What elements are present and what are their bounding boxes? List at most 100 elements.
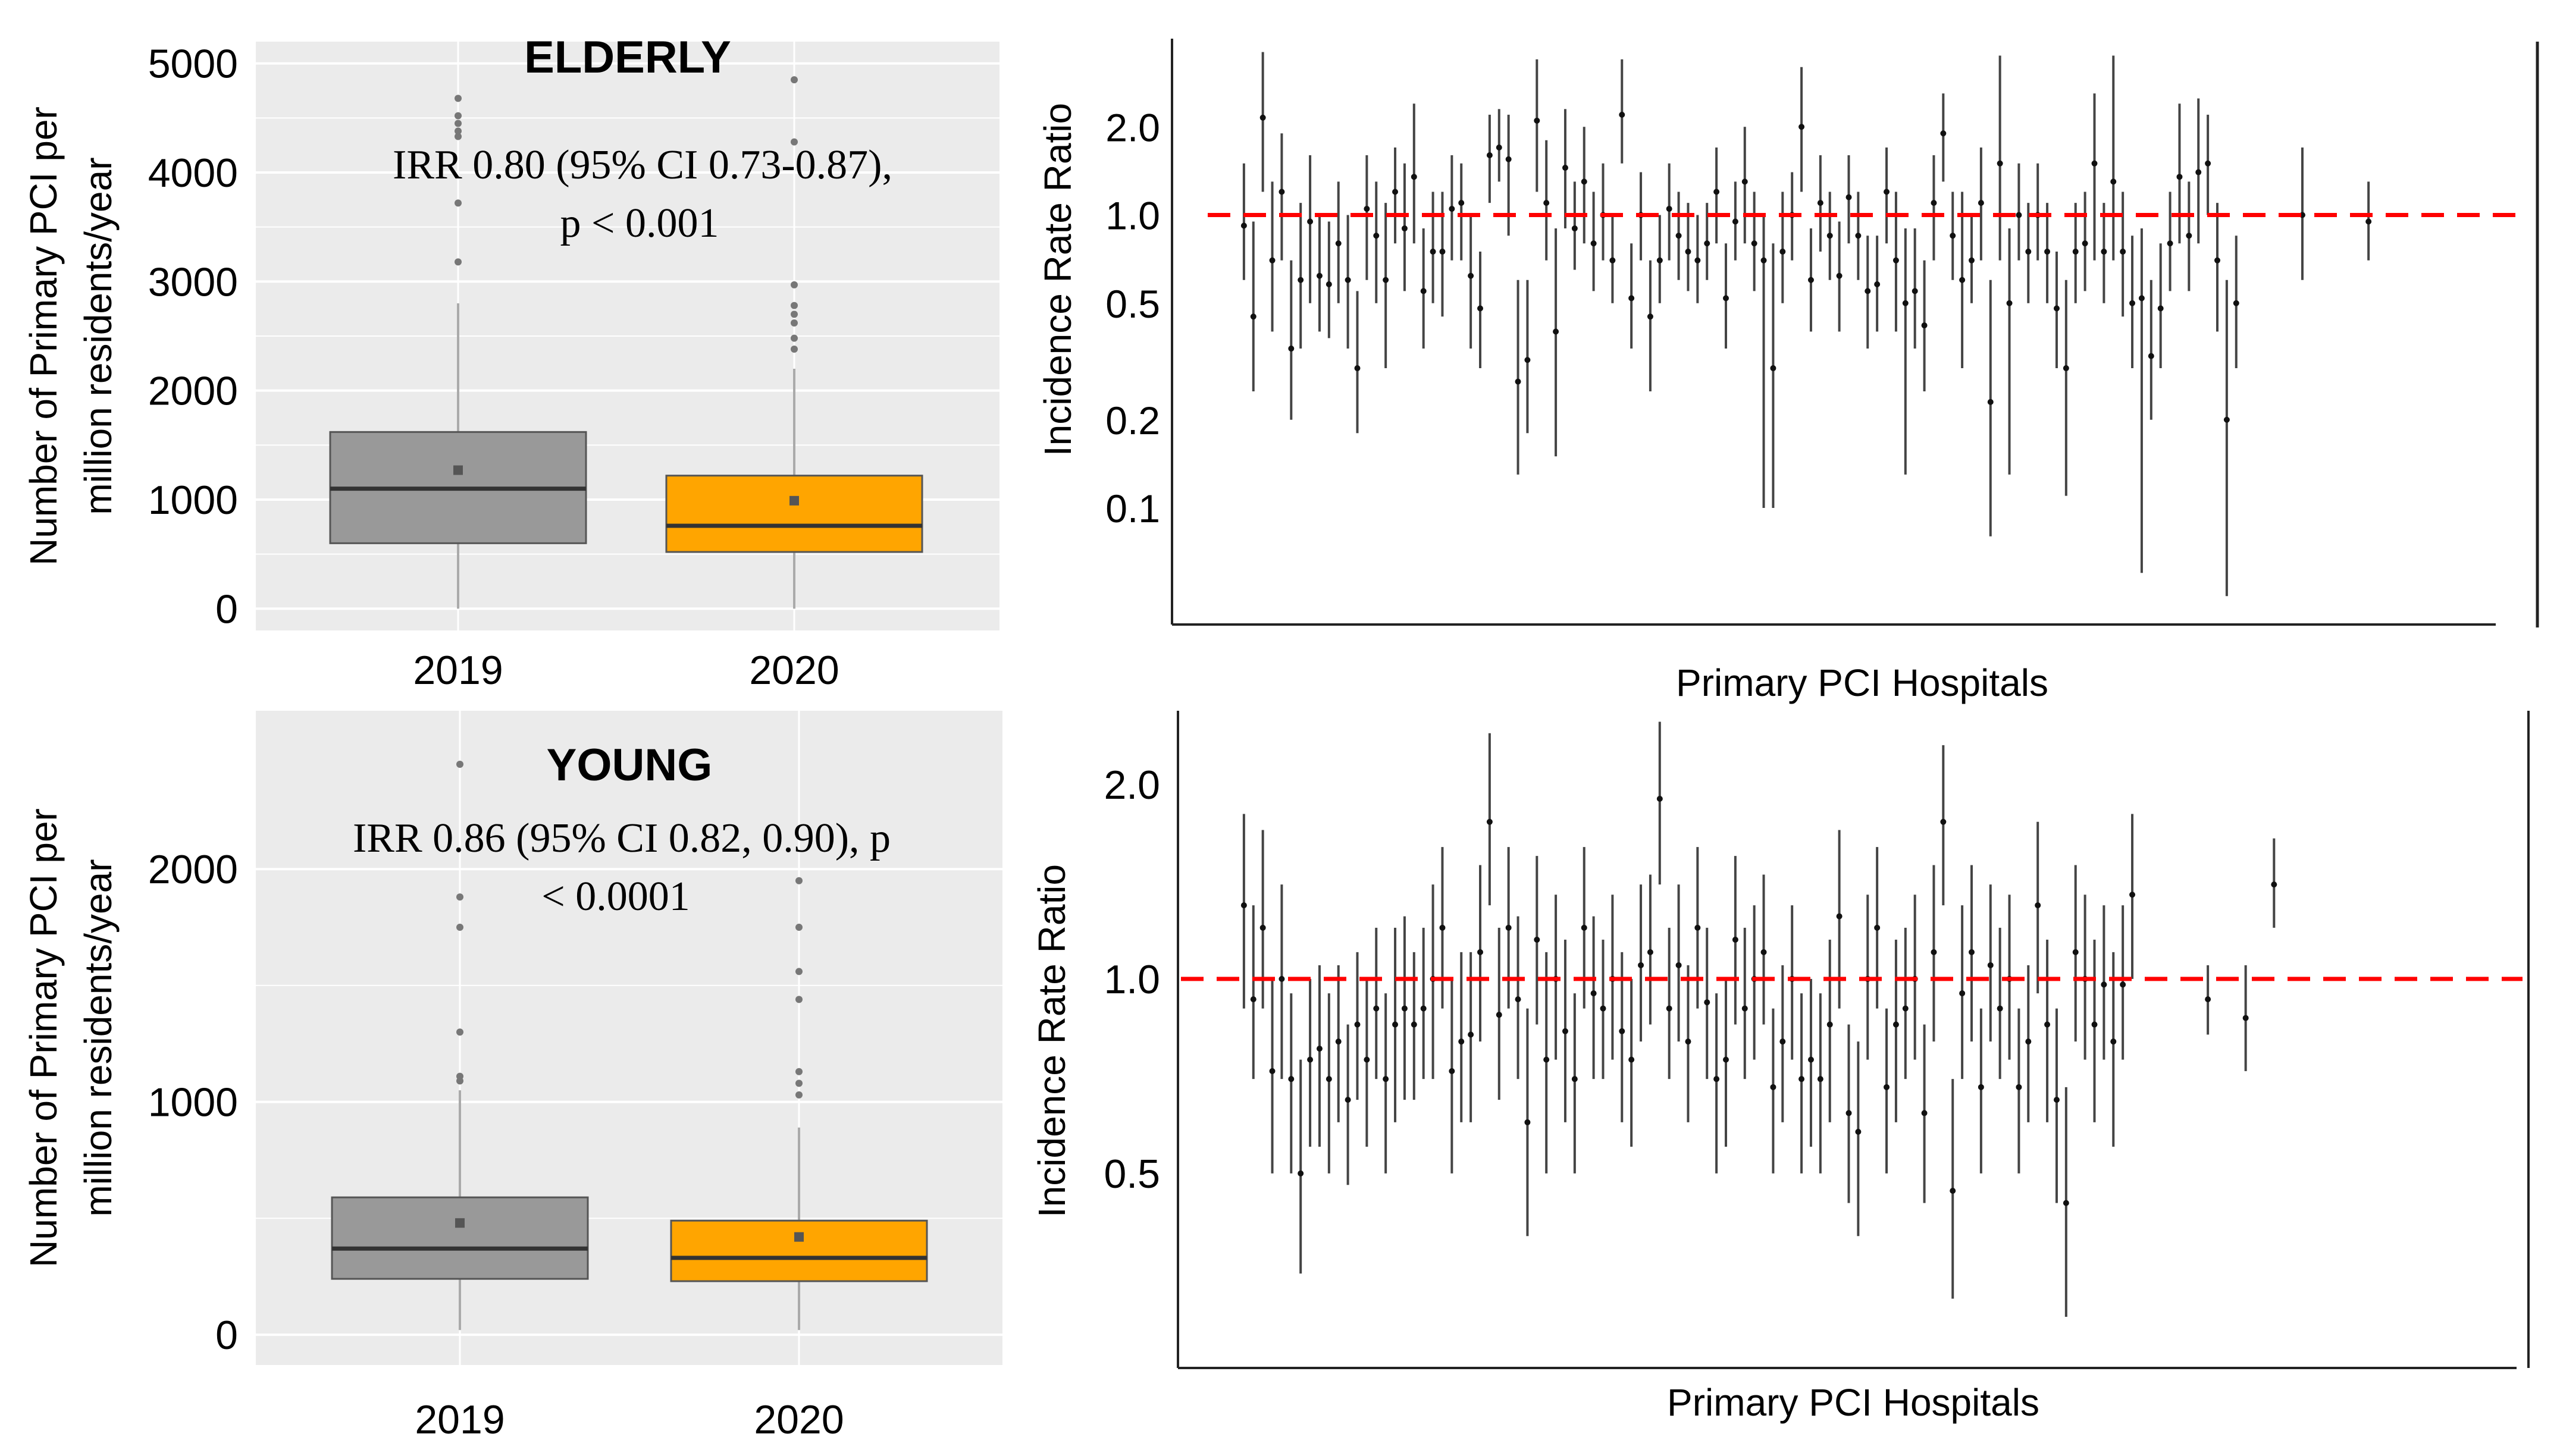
elderly-forest-point — [1619, 111, 1625, 118]
elderly-box-2020-outlier — [791, 302, 798, 309]
elderly-forest-point — [1912, 288, 1918, 294]
young-forest-point — [2110, 1038, 2117, 1045]
elderly-forest-point — [1675, 233, 1682, 239]
young-forest-point — [1298, 1170, 1304, 1176]
young-forest-point — [1259, 924, 1266, 931]
young-box-x-tick-label: 2019 — [415, 1397, 505, 1442]
young-forest-point — [1250, 996, 1257, 1003]
elderly-forest-point — [1770, 365, 1776, 372]
young-forest-point — [1855, 1128, 1862, 1135]
young-box-marks — [331, 761, 928, 1331]
young-box-2020-outlier — [795, 877, 803, 884]
young-forest-point — [1392, 1021, 1399, 1028]
elderly-box-x-tick-labels: 2019 2020 — [413, 648, 839, 693]
elderly-forest-point — [1997, 160, 2003, 167]
elderly-forest-point — [2167, 240, 2173, 247]
young-forest-point — [1817, 1076, 1823, 1082]
young-forest-point — [1458, 1038, 1465, 1045]
young-forest-point — [2044, 1021, 2051, 1028]
young-forest-point — [1420, 1005, 1427, 1012]
young-box-2019-outlier — [456, 1072, 463, 1080]
elderly-box-y-tick-label: 2000 — [148, 369, 238, 414]
young-forest-point — [1732, 936, 1738, 943]
elderly-forest-point — [1543, 200, 1550, 206]
young-box-title: YOUNG — [547, 740, 713, 790]
young-forest-point — [1354, 1021, 1361, 1028]
elderly-forest-point — [2223, 416, 2230, 423]
elderly-forest-point — [1420, 288, 1427, 294]
elderly-forest-point — [1656, 257, 1663, 263]
elderly-box-2020-iqr — [665, 475, 923, 553]
elderly-forest-point — [1373, 233, 1380, 239]
elderly-forest-point — [1335, 240, 1342, 247]
young-box-2019-outlier — [456, 1028, 463, 1036]
young-forest-point — [1307, 1056, 1314, 1063]
young-forest-point — [1401, 1005, 1408, 1012]
young-forest-point — [1515, 996, 1521, 1003]
elderly-forest-point — [1685, 249, 1691, 255]
young-forest-point — [1345, 1097, 1351, 1103]
young-box-y-tick-label: 2000 — [148, 847, 238, 892]
young-forest-point — [1486, 818, 1493, 825]
young-box-2020-outlier — [795, 1068, 803, 1075]
elderly-box-x-tick-label: 2020 — [749, 648, 839, 693]
elderly-box-y-tick-label: 3000 — [148, 259, 238, 305]
elderly-forest-point — [2186, 233, 2192, 239]
elderly-forest-ylabel: Incidence Rate Ratio — [1036, 103, 1079, 456]
young-forest-point — [1798, 1076, 1805, 1082]
elderly-forest-point — [1741, 178, 1748, 185]
elderly-forest-point — [2025, 249, 2032, 255]
elderly-box-title: ELDERLY — [524, 32, 731, 83]
elderly-forest-point — [1751, 240, 1757, 247]
elderly-forest-point — [1524, 357, 1531, 363]
elderly-forest-point — [1874, 281, 1881, 288]
elderly-forest-point — [1865, 288, 1871, 294]
elderly-forest-point — [2205, 160, 2211, 167]
elderly-forest-point — [2365, 218, 2372, 225]
elderly-forest-point — [1279, 189, 1285, 195]
elderly-forest-marks — [1240, 52, 2372, 597]
young-forest-point — [1439, 924, 1446, 931]
young-forest-point — [1383, 1076, 1389, 1082]
young-forest-chart: 0.5 1.0 2.0 Incidence Rate Ratio Primary P… — [1030, 711, 2530, 1424]
elderly-forest-point — [2016, 212, 2022, 218]
young-forest-point — [1269, 1068, 1276, 1074]
young-forest-point — [2205, 996, 2211, 1003]
elderly-forest-point — [1505, 156, 1512, 162]
young-forest-point — [1987, 962, 1994, 968]
elderly-forest-point — [1902, 300, 1909, 306]
elderly-forest-point — [1590, 240, 1597, 247]
young-box-y-tick-label: 1000 — [148, 1080, 238, 1125]
young-forest-point — [2242, 1015, 2249, 1021]
elderly-forest-point — [1364, 206, 1370, 212]
young-forest-xlabel: Primary PCI Hospitals — [1667, 1381, 2039, 1424]
elderly-box-2019-outlier — [455, 133, 462, 140]
elderly-forest-point — [1383, 277, 1389, 283]
elderly-forest-point — [1581, 178, 1587, 185]
elderly-forest-point — [1884, 189, 1890, 195]
elderly-box-2019-outlier — [455, 199, 462, 207]
elderly-forest-point — [2214, 257, 2220, 263]
elderly-forest-point — [1571, 225, 1578, 232]
elderly-box-2020-mean — [789, 495, 799, 506]
young-forest-point — [1524, 1119, 1531, 1125]
elderly-forest-point — [1807, 277, 1814, 283]
elderly-forest-point — [1354, 365, 1361, 372]
young-forest-point — [1874, 924, 1881, 931]
young-forest-point — [2063, 1200, 2069, 1206]
elderly-forest-y-tick-label: 0.1 — [1105, 487, 1160, 531]
elderly-forest-xlabel: Primary PCI Hospitals — [1676, 661, 2048, 704]
elderly-forest-point — [1392, 189, 1399, 195]
young-forest-point — [1240, 902, 1247, 909]
elderly-box-2020-outlier — [791, 76, 798, 84]
elderly-forest-point — [2138, 295, 2145, 302]
elderly-forest-point — [1401, 225, 1408, 232]
young-forest-point — [1723, 1056, 1729, 1063]
young-box-2019-iqr — [331, 1196, 589, 1280]
elderly-forest-point — [2101, 249, 2107, 255]
young-forest-point — [1571, 1076, 1578, 1082]
young-forest-marks — [1240, 721, 2277, 1317]
young-forest-point — [1694, 924, 1701, 931]
elderly-forest-point — [1978, 200, 1984, 206]
